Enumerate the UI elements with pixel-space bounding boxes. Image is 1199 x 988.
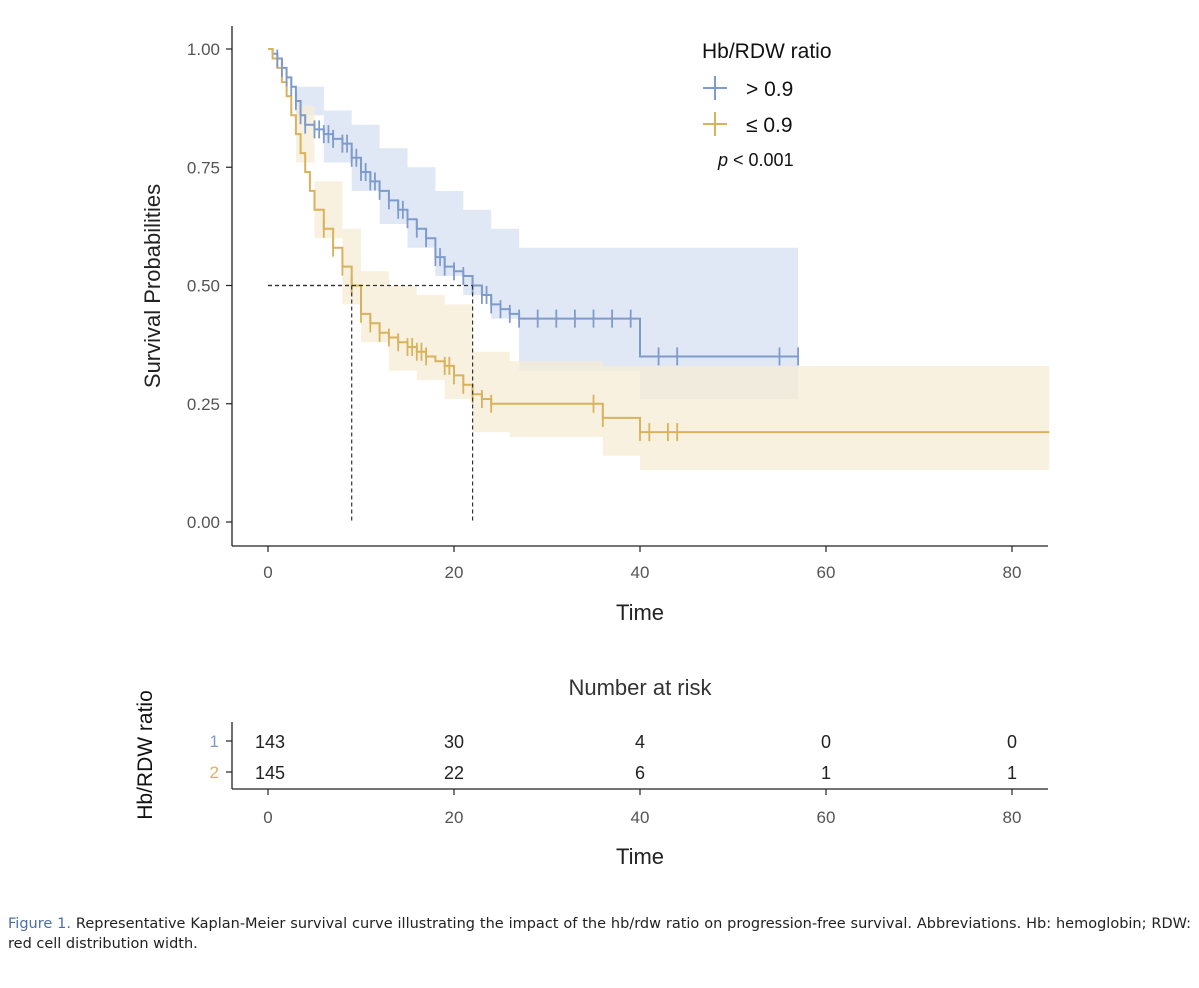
caption-label: Figure 1.: [8, 916, 72, 932]
risk-cell: 0: [1007, 732, 1017, 752]
figure-caption: Figure 1. Representative Kaplan-Meier su…: [8, 914, 1191, 954]
survival-curve-1: [268, 48, 799, 358]
risk-x-tick-label: 40: [631, 808, 650, 827]
kaplan-meier-figure: 0.000.250.500.751.000 20 40 60 80TimeSurviva…: [134, 26, 1050, 869]
x-tick-label: 0: [263, 563, 272, 582]
x-axis-label: Time: [616, 600, 664, 625]
risk-cell: 143: [255, 732, 285, 752]
y-tick-label: 0.50: [187, 277, 220, 296]
legend-entry: ≤ 0.9: [746, 114, 793, 137]
caption-text: Representative Kaplan-Meier survival cur…: [8, 916, 1192, 952]
legend-title: Hb/RDW ratio: [702, 40, 832, 63]
risk-x-tick-label: 60: [817, 808, 836, 827]
x-tick-label: 20: [445, 563, 464, 582]
x-tick-label: 80: [1003, 563, 1022, 582]
x-tick-label: 40: [631, 563, 650, 582]
ci-band-2: [268, 49, 1050, 470]
y-tick-label: 0.25: [187, 395, 220, 414]
ci-band-1: [268, 49, 799, 423]
legend: Hb/RDW ratio > 0.9 ≤ 0.9 p < 0.001: [702, 40, 832, 170]
risk-cell: 4: [635, 732, 645, 752]
risk-cell: 30: [444, 732, 464, 752]
legend-entry: > 0.9: [746, 78, 793, 101]
risk-table-title: Number at risk: [568, 675, 712, 700]
survival-plot: 0.00 0.25 0.50 0.75 1.00 0 20 40 60 80 Time Surviva…: [140, 26, 1050, 625]
risk-x-axis-label: Time: [616, 844, 664, 869]
risk-x-tick-label: 0: [263, 808, 272, 827]
p-value-text: < 0.001: [728, 150, 794, 170]
x-tick-label: 60: [817, 563, 836, 582]
risk-cell: 0: [821, 732, 831, 752]
risk-cell: 6: [635, 763, 645, 783]
risk-row-label: 1: [210, 732, 219, 751]
p-value: p < 0.001: [717, 150, 794, 170]
risk-x-tick-label: 20: [445, 808, 464, 827]
y-axis-label: Survival Probabilities: [140, 184, 165, 388]
risk-row-label: 2: [210, 763, 219, 782]
risk-cell: 22: [444, 763, 464, 783]
risk-cell: 145: [255, 763, 285, 783]
y-tick-label: 0.00: [187, 513, 220, 532]
y-tick-label: 0.75: [187, 158, 220, 177]
risk-y-axis-label: Hb/RDW ratio: [134, 690, 157, 820]
p-value-symbol: p: [717, 150, 728, 170]
risk-cell: 1: [1007, 763, 1017, 783]
y-tick-label: 1.00: [187, 40, 220, 59]
risk-x-tick-label: 80: [1003, 808, 1022, 827]
risk-cell: 1: [821, 763, 831, 783]
